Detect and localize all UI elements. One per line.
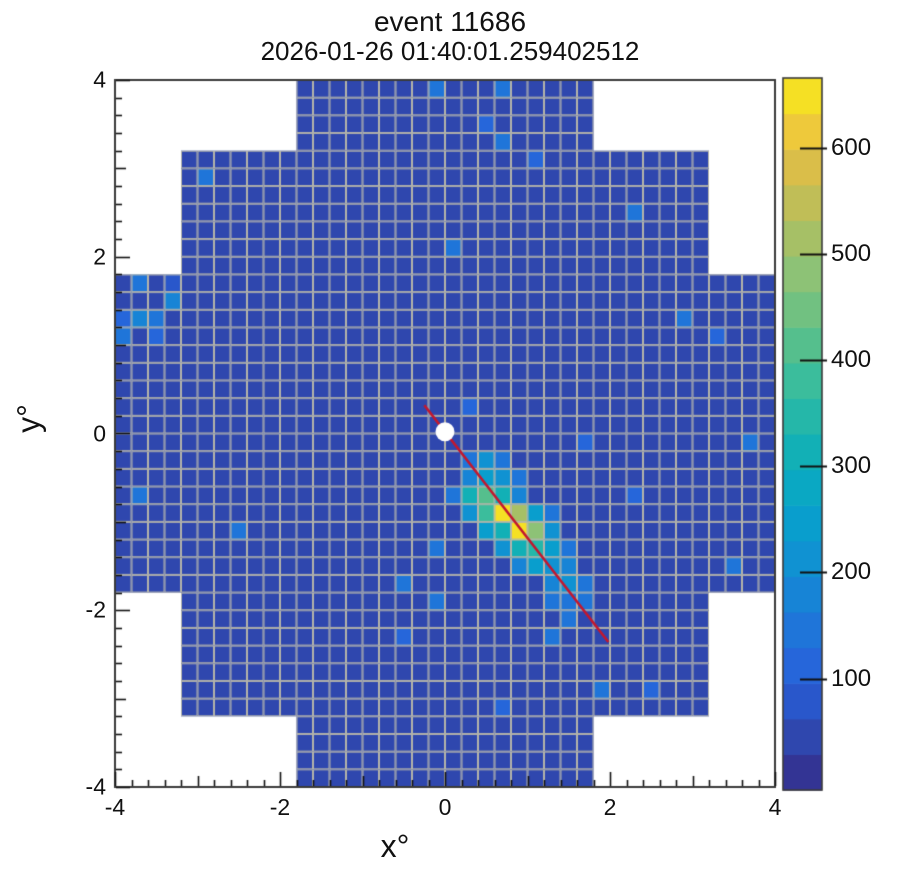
x-tick-label: 2	[603, 794, 617, 820]
page-title: event 11686	[373, 6, 527, 37]
y-tick-label: -4	[85, 773, 106, 800]
y-tick-label: 4	[93, 66, 106, 93]
x-tick-label: -4	[104, 794, 126, 820]
colorbar-tick-label: 300	[831, 452, 872, 480]
y-tick-label: 0	[93, 420, 106, 446]
colorbar-tick-label: 100	[831, 664, 872, 692]
x-tick-label: 0	[438, 794, 452, 820]
colorbar-tick-label: 400	[831, 346, 872, 374]
y-tick-label: -2	[85, 596, 106, 623]
colorbar-tick-label: 500	[831, 240, 872, 268]
x-axis-label: x°	[380, 828, 410, 864]
y-tick-label: 2	[93, 243, 106, 270]
colorbar-tick-label: 200	[831, 558, 872, 586]
x-tick-label: 4	[768, 794, 782, 820]
y-axis-label: y°	[10, 404, 47, 433]
x-tick-label: -2	[269, 794, 291, 820]
colorbar-tick-label: 600	[831, 134, 872, 162]
event-timestamp: 2026-01-26 01:40:01.259402512	[260, 36, 640, 66]
